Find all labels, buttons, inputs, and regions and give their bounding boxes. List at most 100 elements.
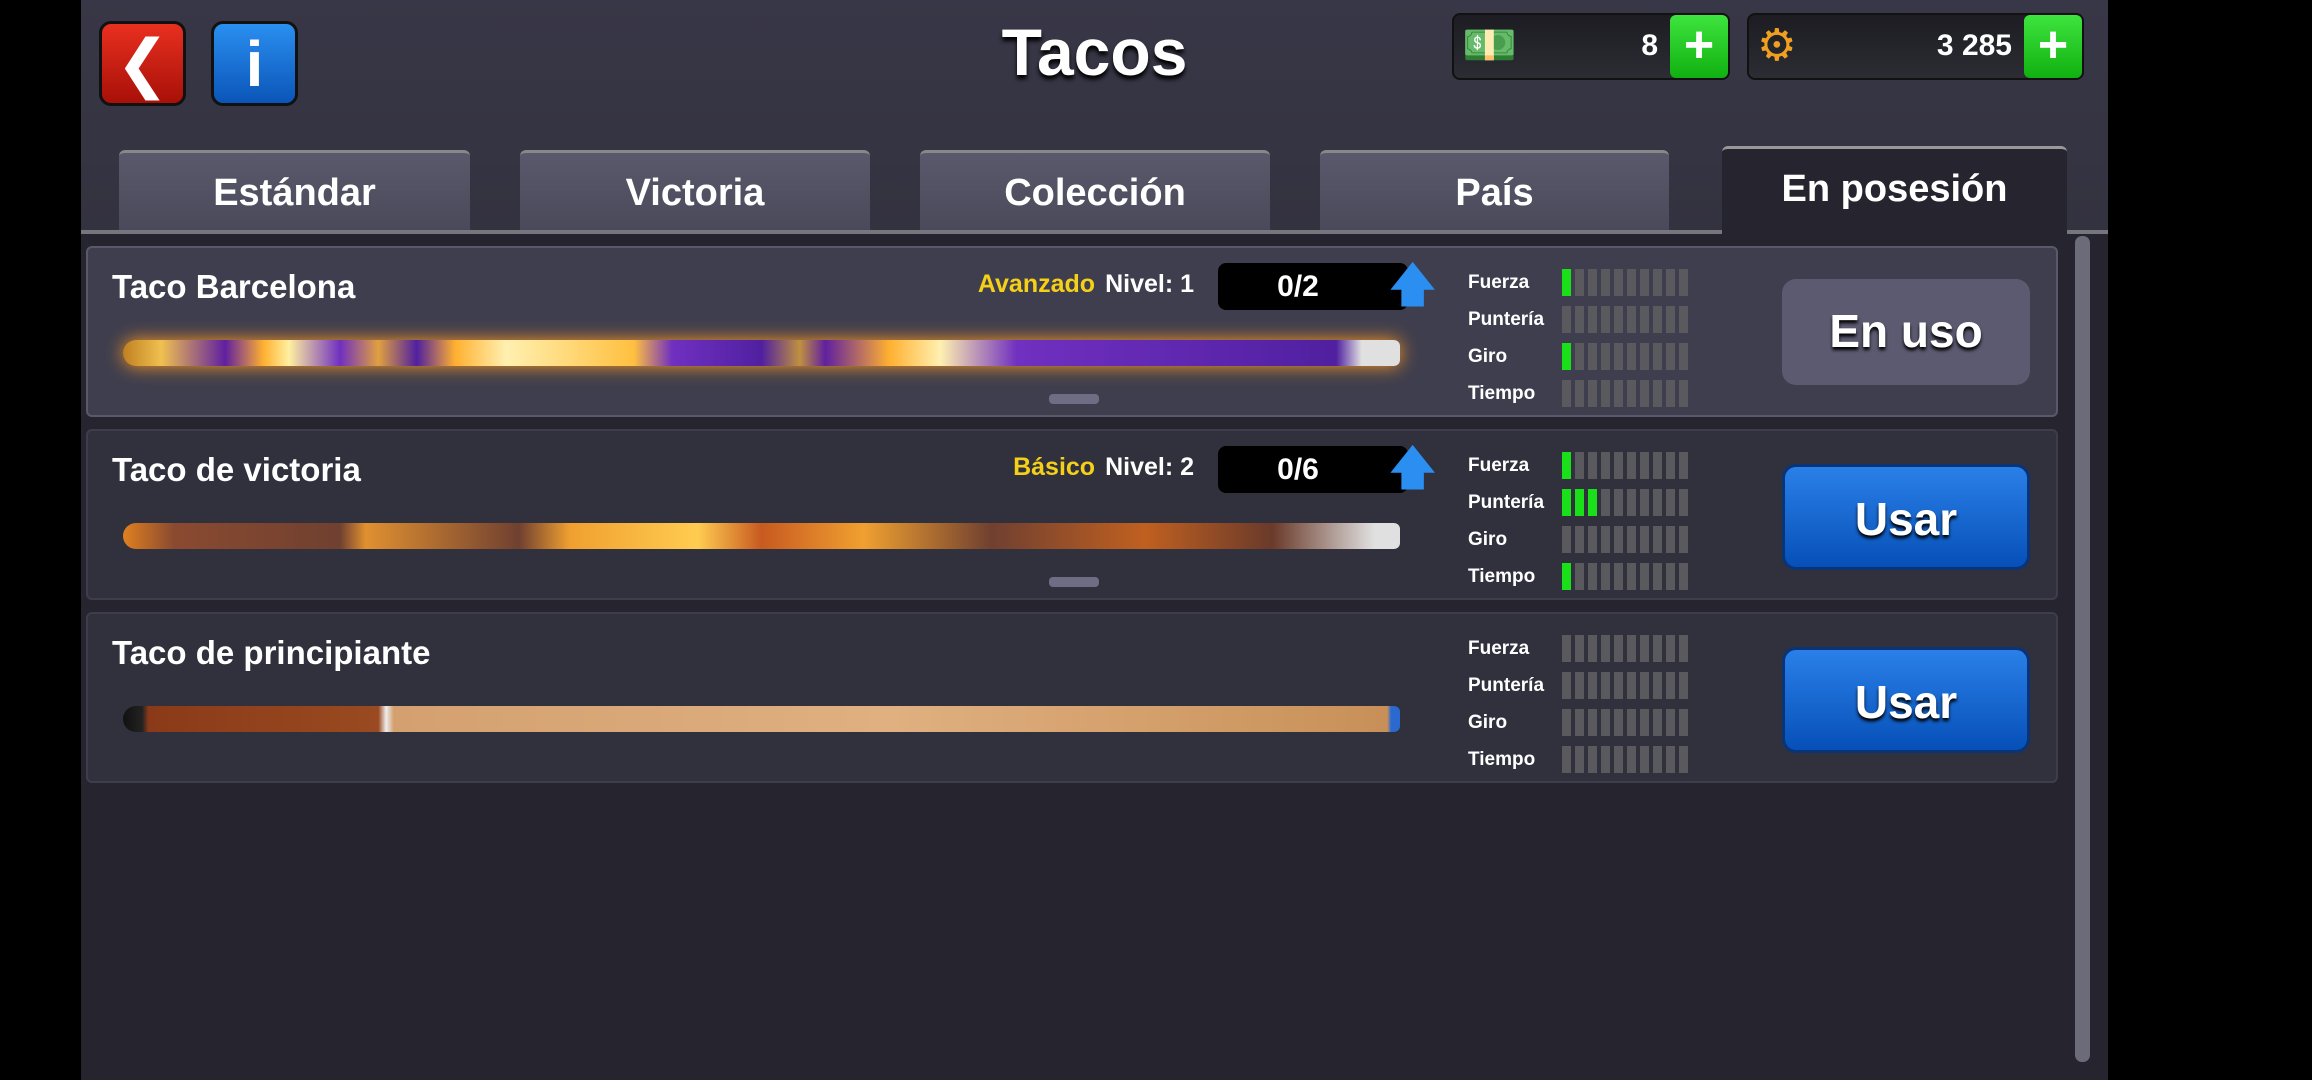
in-use-button[interactable]: En uso (1782, 279, 2030, 385)
stat-label: Fuerza (1468, 637, 1530, 659)
stat-segment (1614, 452, 1623, 479)
tab-estandar[interactable]: Estándar (119, 150, 470, 232)
stat-segment (1575, 635, 1584, 662)
stat-segment (1640, 709, 1649, 736)
stat-segment (1640, 306, 1649, 333)
cue-card[interactable]: Taco de principiante Fuerza Puntería Giro Ti… (86, 612, 2058, 783)
stat-segment (1679, 709, 1688, 736)
tab-en-posesion[interactable]: En posesión (1722, 146, 2067, 236)
stat-segment (1588, 380, 1597, 407)
stat-segment (1627, 563, 1636, 590)
info-button[interactable]: i (211, 21, 298, 106)
coin-value: 3 285 (1936, 29, 2012, 62)
stat-segment (1640, 672, 1649, 699)
stat-segment (1627, 343, 1636, 370)
stat-segment (1679, 269, 1688, 296)
stat-segment (1575, 343, 1584, 370)
stat-segment (1653, 343, 1662, 370)
stat-segment (1653, 452, 1662, 479)
stat-segment (1562, 635, 1571, 662)
stat-segment (1614, 489, 1623, 516)
stat-segment (1640, 563, 1649, 590)
stat-segment (1614, 709, 1623, 736)
stat-segment (1601, 269, 1610, 296)
coin-balance: ⚙ 3 285 + (1747, 13, 2084, 80)
stat-segment (1601, 672, 1610, 699)
stat-segment (1640, 746, 1649, 773)
stat-segment (1575, 672, 1584, 699)
stat-row: Tiempo (1468, 375, 1692, 412)
stat-label: Tiempo (1468, 565, 1536, 587)
upgrade-progress: 0/6 (1218, 446, 1408, 493)
stat-segment (1679, 306, 1688, 333)
stat-label: Giro (1468, 711, 1508, 733)
stat-segment (1653, 709, 1662, 736)
stat-segment (1588, 343, 1597, 370)
stat-segment (1614, 380, 1623, 407)
cue-name: Taco de principiante (112, 634, 431, 671)
expand-handle[interactable] (1049, 394, 1099, 404)
stat-segment (1601, 452, 1610, 479)
stat-segment (1627, 709, 1636, 736)
stat-segment (1601, 526, 1610, 553)
cash-balance: 💵 8 + (1452, 13, 1730, 80)
cue-stats: Fuerza Puntería Giro Tiempo (1468, 447, 1692, 595)
tab-pais[interactable]: País (1320, 150, 1669, 232)
screen: ❮ i Tacos 💵 8 + ⚙ 3 285 + Estándar Victo… (81, 0, 2108, 1080)
stat-row: Puntería (1468, 301, 1692, 338)
stat-segment (1627, 526, 1636, 553)
use-button[interactable]: Usar (1782, 464, 2030, 570)
stat-segment (1627, 672, 1636, 699)
stat-segment (1679, 452, 1688, 479)
cue-level: Avanzado Nivel: 1 (978, 270, 1194, 299)
add-coins-button[interactable]: + (2024, 15, 2082, 78)
stat-segment (1679, 526, 1688, 553)
stat-segment (1640, 380, 1649, 407)
stat-segment (1640, 269, 1649, 296)
cue-name: Taco Barcelona (112, 268, 356, 305)
stat-segment (1640, 526, 1649, 553)
stat-segment (1562, 269, 1571, 296)
cue-card[interactable]: Taco Barcelona Avanzado Nivel: 1 0/2 🡅 Fue… (86, 246, 2058, 417)
stat-segment (1562, 709, 1571, 736)
cash-icon: 💵 (1462, 21, 1517, 70)
cue-level: Básico Nivel: 2 (1013, 453, 1194, 482)
stat-label: Tiempo (1468, 382, 1536, 404)
cue-image (123, 706, 1400, 732)
stat-segment (1666, 526, 1675, 553)
use-button[interactable]: Usar (1782, 647, 2030, 753)
upgrade-arrow-icon[interactable]: 🡅 (1388, 259, 1438, 312)
expand-handle[interactable] (1049, 577, 1099, 587)
stat-segment (1601, 746, 1610, 773)
stat-segment (1666, 269, 1675, 296)
cue-stats: Fuerza Puntería Giro Tiempo (1468, 264, 1692, 412)
info-icon: i (245, 27, 264, 100)
back-button[interactable]: ❮ (99, 21, 186, 106)
stat-label: Fuerza (1468, 454, 1530, 476)
tab-victoria[interactable]: Victoria (520, 150, 870, 232)
stat-segment (1562, 343, 1571, 370)
stat-segment (1601, 380, 1610, 407)
stat-segment (1601, 563, 1610, 590)
stat-segment (1679, 635, 1688, 662)
scrollbar[interactable] (2075, 236, 2090, 1062)
upgrade-arrow-icon[interactable]: 🡅 (1388, 442, 1438, 495)
stat-label: Puntería (1468, 674, 1545, 696)
stat-segment (1640, 635, 1649, 662)
stat-segment (1653, 635, 1662, 662)
stat-segment (1588, 269, 1597, 296)
tab-coleccion[interactable]: Colección (920, 150, 1270, 232)
stat-label: Fuerza (1468, 271, 1530, 293)
stat-label: Giro (1468, 345, 1508, 367)
stat-segment (1666, 452, 1675, 479)
level-label: Nivel: 1 (1105, 270, 1194, 298)
stat-segment (1653, 380, 1662, 407)
stat-segment (1679, 563, 1688, 590)
stat-label: Tiempo (1468, 748, 1536, 770)
stat-segment (1601, 306, 1610, 333)
stat-segment (1588, 746, 1597, 773)
tab-divider (81, 230, 2108, 234)
cue-card[interactable]: Taco de victoria Básico Nivel: 2 0/6 🡅 Fue… (86, 429, 2058, 600)
add-cash-button[interactable]: + (1670, 15, 1728, 78)
stat-segment (1627, 269, 1636, 296)
